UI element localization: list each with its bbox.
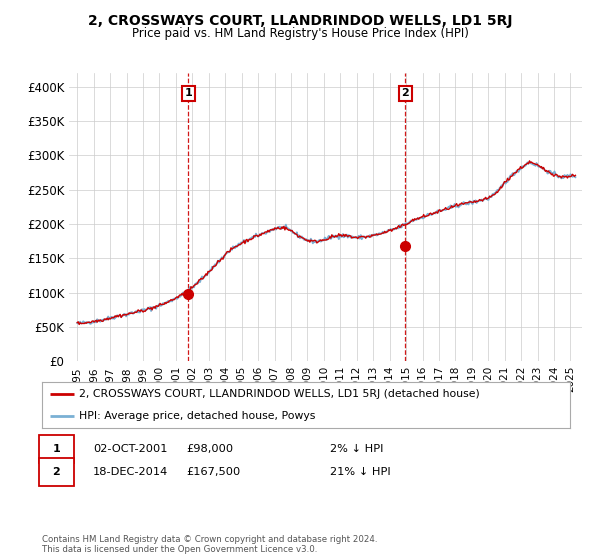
Text: 2, CROSSWAYS COURT, LLANDRINDOD WELLS, LD1 5RJ: 2, CROSSWAYS COURT, LLANDRINDOD WELLS, L… — [88, 14, 512, 28]
Text: 2: 2 — [53, 466, 60, 477]
Text: HPI: Average price, detached house, Powys: HPI: Average price, detached house, Powy… — [79, 410, 316, 421]
Text: 21% ↓ HPI: 21% ↓ HPI — [330, 466, 391, 477]
Text: 2% ↓ HPI: 2% ↓ HPI — [330, 444, 383, 454]
Text: 1: 1 — [53, 444, 60, 454]
Text: 02-OCT-2001: 02-OCT-2001 — [93, 444, 167, 454]
Text: £98,000: £98,000 — [186, 444, 233, 454]
Text: Price paid vs. HM Land Registry's House Price Index (HPI): Price paid vs. HM Land Registry's House … — [131, 27, 469, 40]
Text: Contains HM Land Registry data © Crown copyright and database right 2024.
This d: Contains HM Land Registry data © Crown c… — [42, 535, 377, 554]
Text: £167,500: £167,500 — [186, 466, 240, 477]
Text: 18-DEC-2014: 18-DEC-2014 — [93, 466, 168, 477]
Text: 1: 1 — [184, 88, 192, 99]
Text: 2: 2 — [401, 88, 409, 99]
Text: 2, CROSSWAYS COURT, LLANDRINDOD WELLS, LD1 5RJ (detached house): 2, CROSSWAYS COURT, LLANDRINDOD WELLS, L… — [79, 389, 480, 399]
